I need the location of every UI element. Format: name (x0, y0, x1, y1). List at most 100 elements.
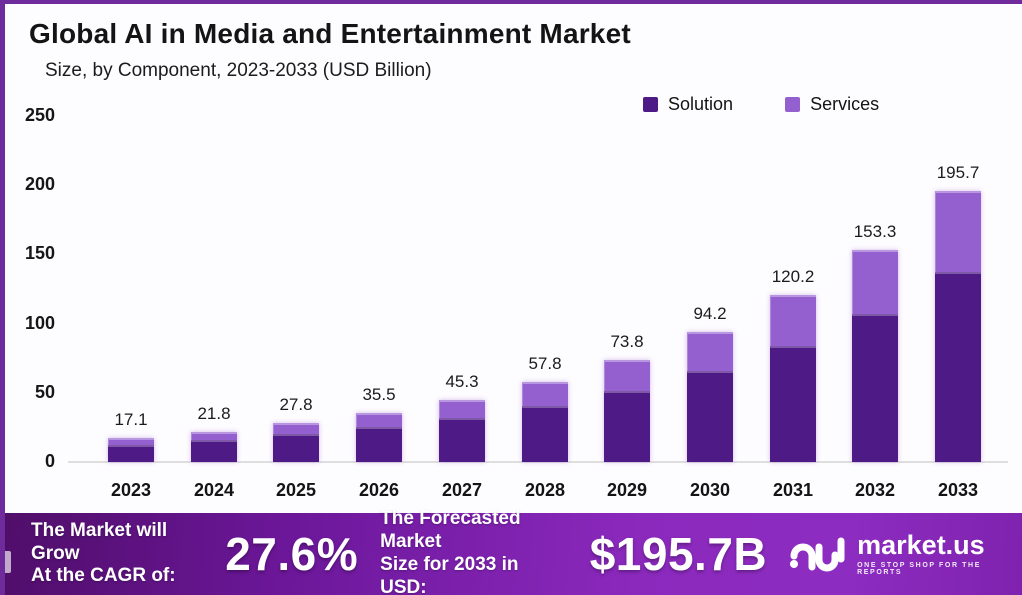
bar-stack (687, 332, 733, 462)
x-tick-label: 2027 (441, 480, 483, 500)
x-tick-label: 2026 (358, 480, 400, 500)
brand-name: market.us (857, 530, 985, 560)
legend-label-services: Services (810, 94, 880, 114)
bar-total-label: 73.8 (610, 332, 644, 351)
bar-stack (604, 360, 650, 462)
page-subtitle: Size, by Component, 2023-2033 (USD Billi… (45, 60, 432, 81)
footer-banner: The Market will Grow At the CAGR of: 27.… (5, 508, 1022, 595)
bar-total-label: 21.8 (197, 404, 231, 423)
bar-stack (935, 191, 981, 462)
bar-stack (356, 413, 402, 462)
x-tick-label: 2030 (689, 480, 731, 500)
y-tick-label: 0 (44, 451, 55, 471)
bar-solution-segment (356, 427, 402, 462)
legend: Solution Services (643, 94, 879, 115)
banner-accent (5, 551, 11, 573)
legend-item-services: Services (785, 94, 879, 115)
cagr-label: The Market will Grow At the CAGR of: (31, 520, 203, 588)
bar-services-segment (687, 332, 733, 371)
bar-total-label: 153.3 (853, 222, 897, 241)
bar-services-segment (522, 382, 568, 406)
bar-column-2025: 27.8 2025 (273, 395, 319, 500)
cagr-value: 27.6% (225, 528, 359, 580)
marketus-logo-icon (790, 537, 845, 572)
y-tick-label: 150 (24, 243, 55, 264)
x-tick-label: 2028 (524, 480, 566, 500)
x-tick-label: 2023 (110, 480, 152, 500)
bar-column-2031: 120.2 2031 (770, 267, 816, 500)
bar-total-label: 45.3 (445, 372, 479, 391)
bar-solution-segment (852, 314, 898, 462)
bar-stack (770, 295, 816, 462)
bar-total-label: 195.7 (936, 163, 980, 182)
bar-services-segment (852, 250, 898, 314)
bar-total-label: 120.2 (771, 267, 815, 286)
x-tick-label: 2031 (772, 480, 814, 500)
bar-services-segment (604, 360, 650, 391)
bar-stack (522, 382, 568, 462)
forecast-label-line2: Size for 2033 in USD: (380, 554, 519, 595)
bar-solution-segment (687, 371, 733, 462)
services-swatch-icon (785, 97, 801, 112)
bar-solution-segment (439, 418, 485, 462)
bar-services-segment (770, 295, 816, 346)
bar-solution-segment (604, 391, 650, 462)
bar-services-segment (356, 413, 402, 427)
legend-item-solution: Solution (643, 94, 733, 115)
bar-stack (191, 432, 237, 462)
plot-area: 17.1 2023 21.8 2024 27.8 2025 35.5 2026 45.3 2027… (85, 116, 1005, 500)
bar-services-segment (439, 400, 485, 418)
brand-logo: market.us ONE STOP SHOP FOR THE REPORTS (789, 532, 1007, 576)
x-tick-label: 2024 (193, 480, 235, 500)
bar-solution-segment (935, 272, 981, 462)
forecast-label-line1: The Forecasted Market (380, 508, 521, 553)
bar-column-2033: 195.7 2033 (935, 163, 981, 500)
bar-total-label: 35.5 (362, 385, 396, 404)
x-tick-label: 2033 (937, 480, 979, 500)
bar-column-2029: 73.8 2029 (604, 332, 650, 500)
x-axis-line (68, 461, 1008, 463)
bar-stack (852, 250, 898, 462)
y-tick-label: 250 (24, 105, 55, 125)
bar-total-label: 57.8 (528, 354, 562, 373)
page-title: Global AI in Media and Entertainment Mar… (29, 18, 631, 49)
bar-total-label: 17.1 (114, 410, 148, 429)
legend-label-solution: Solution (668, 94, 734, 114)
bar-column-2027: 45.3 2027 (439, 372, 485, 500)
bar-stack (439, 400, 485, 462)
cagr-label-line2: At the CAGR of: (31, 565, 176, 587)
x-tick-label: 2029 (606, 480, 648, 500)
bar-column-2028: 57.8 2028 (522, 354, 568, 500)
bar-total-label: 94.2 (693, 304, 727, 323)
bar-services-segment (273, 423, 319, 434)
cagr-label-line1: The Market will Grow (31, 519, 168, 564)
bar-stack (108, 438, 154, 462)
forecast-label: The Forecasted Market Size for 2033 in U… (380, 508, 568, 595)
x-tick-label: 2025 (275, 480, 317, 500)
forecast-value: $195.7B (589, 528, 768, 580)
bar-solution-segment (108, 445, 154, 462)
bar-solution-segment (273, 434, 319, 462)
y-axis: 0 50 100 150 200 250 (5, 4, 55, 595)
bar-column-2026: 35.5 2026 (356, 385, 402, 500)
y-tick-label: 100 (24, 312, 55, 333)
y-tick-label: 50 (34, 381, 55, 402)
bar-services-segment (191, 432, 237, 440)
bar-stack (273, 423, 319, 462)
brand-tagline: ONE STOP SHOP FOR THE REPORTS (857, 562, 981, 576)
brand-text: market.us ONE STOP SHOP FOR THE REPORTS (857, 530, 1007, 577)
bar-total-label: 27.8 (279, 395, 313, 414)
bar-column-2032: 153.3 2032 (852, 222, 898, 500)
bar-column-2024: 21.8 2024 (191, 404, 237, 500)
solution-swatch-icon (643, 97, 658, 112)
y-tick-label: 200 (24, 174, 55, 195)
bar-solution-segment (770, 346, 816, 462)
bar-solution-segment (522, 406, 568, 462)
bar-column-2023: 17.1 2023 (108, 410, 154, 500)
bar-services-segment (935, 191, 981, 272)
x-tick-label: 2032 (854, 480, 896, 500)
bar-services-segment (108, 438, 154, 445)
bar-solution-segment (191, 440, 237, 462)
bar-column-2030: 94.2 2030 (687, 304, 733, 500)
